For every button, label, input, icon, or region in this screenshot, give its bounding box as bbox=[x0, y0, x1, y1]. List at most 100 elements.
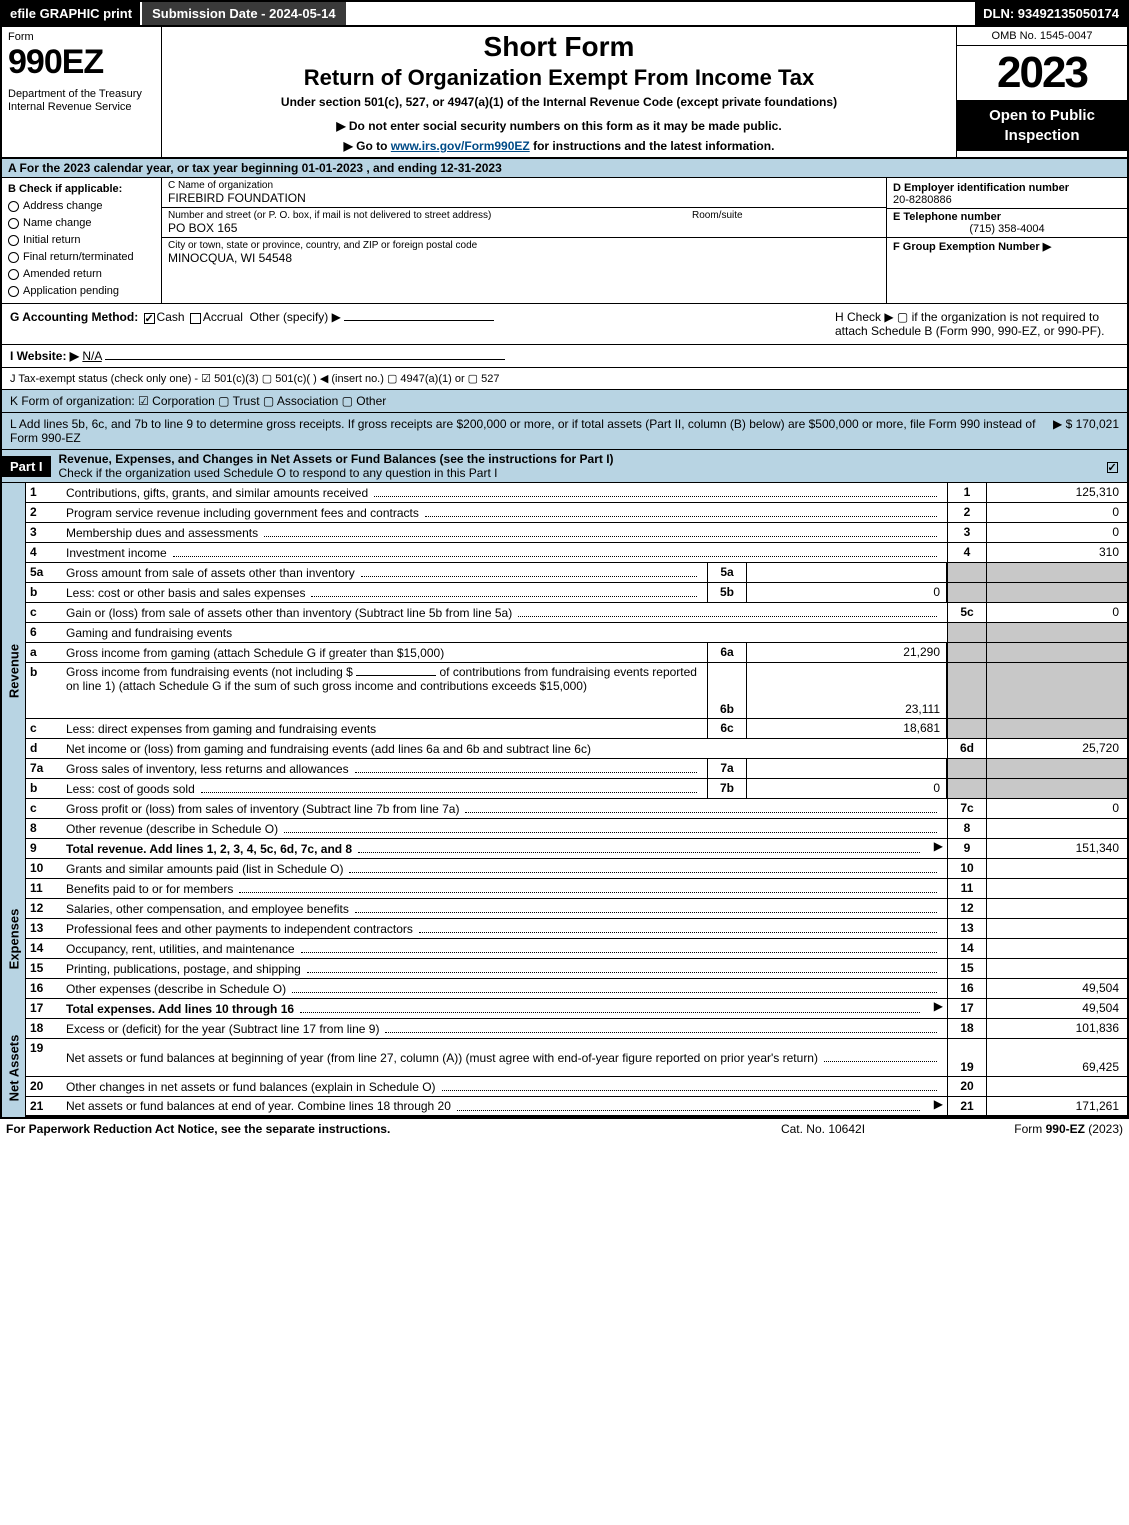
subnum: 6a bbox=[707, 643, 747, 662]
l9-text: Total revenue. Add lines 1, 2, 3, 4, 5c,… bbox=[66, 842, 352, 856]
ldesc: Net assets or fund balances at beginning… bbox=[62, 1039, 947, 1076]
ldesc: Less: direct expenses from gaming and fu… bbox=[62, 719, 707, 738]
row-k: K Form of organization: ☑ Corporation ▢ … bbox=[2, 390, 1127, 413]
ssn-warning: ▶ Do not enter social security numbers o… bbox=[170, 119, 948, 133]
section-gh: G Accounting Method: Cash Accrual Other … bbox=[2, 304, 1127, 345]
side-revenue-text: Revenue bbox=[6, 644, 21, 698]
chk-label: Amended return bbox=[23, 266, 102, 283]
ldesc: Total revenue. Add lines 1, 2, 3, 4, 5c,… bbox=[62, 839, 930, 858]
rval: 0 bbox=[987, 603, 1127, 622]
ldesc: Less: cost or other basis and sales expe… bbox=[62, 583, 707, 602]
line-6b: bGross income from fundraising events (n… bbox=[26, 663, 1127, 719]
side-revenue: Revenue bbox=[2, 483, 26, 859]
subval: 23,111 bbox=[747, 663, 947, 718]
row-a-text: A For the 2023 calendar year, or tax yea… bbox=[8, 161, 502, 175]
chk-final-return[interactable]: Final return/terminated bbox=[8, 249, 155, 266]
row-l-text: L Add lines 5b, 6c, and 7b to line 9 to … bbox=[10, 417, 1053, 445]
subval bbox=[747, 563, 947, 582]
ldesc: Membership dues and assessments bbox=[62, 523, 947, 542]
side-expenses-text: Expenses bbox=[6, 909, 21, 970]
g-label: G Accounting Method: bbox=[10, 310, 138, 324]
rval bbox=[987, 959, 1127, 978]
form-word: Form bbox=[8, 31, 155, 43]
rnum: 10 bbox=[947, 859, 987, 878]
ldesc: Excess or (deficit) for the year (Subtra… bbox=[62, 1019, 947, 1038]
lnum: 16 bbox=[26, 979, 62, 998]
row-a-calendar: A For the 2023 calendar year, or tax yea… bbox=[2, 159, 1127, 178]
goto-line: ▶ Go to www.irs.gov/Form990EZ for instru… bbox=[170, 139, 948, 153]
rval: 171,261 bbox=[987, 1097, 1127, 1115]
line-7a: 7aGross sales of inventory, less returns… bbox=[26, 759, 1127, 779]
under-section: Under section 501(c), 527, or 4947(a)(1)… bbox=[170, 95, 948, 109]
lnum: 12 bbox=[26, 899, 62, 918]
chk-initial-return[interactable]: Initial return bbox=[8, 232, 155, 249]
tax-year: 2023 bbox=[957, 46, 1127, 100]
rnum-grey bbox=[947, 563, 987, 582]
chk-name-change[interactable]: Name change bbox=[8, 215, 155, 232]
row-l: L Add lines 5b, 6c, and 7b to line 9 to … bbox=[2, 413, 1127, 450]
irs-link[interactable]: www.irs.gov/Form990EZ bbox=[391, 139, 530, 153]
form-number: 990EZ bbox=[8, 43, 155, 82]
row-g: G Accounting Method: Cash Accrual Other … bbox=[2, 304, 827, 344]
line-1: 1Contributions, gifts, grants, and simil… bbox=[26, 483, 1127, 503]
c-city-block: City or town, state or province, country… bbox=[162, 238, 886, 303]
rnum: 12 bbox=[947, 899, 987, 918]
ldesc: Professional fees and other payments to … bbox=[62, 919, 947, 938]
line-21: 21Net assets or fund balances at end of … bbox=[26, 1097, 1127, 1117]
line-20: 20Other changes in net assets or fund ba… bbox=[26, 1077, 1127, 1097]
chk-amended-return[interactable]: Amended return bbox=[8, 266, 155, 283]
i-label: I Website: ▶ bbox=[10, 349, 79, 363]
rnum-grey bbox=[947, 623, 987, 642]
chk-application-pending[interactable]: Application pending bbox=[8, 283, 155, 300]
lnum: c bbox=[26, 799, 62, 818]
b-label: B Check if applicable: bbox=[8, 181, 155, 198]
row-h: H Check ▶ ▢ if the organization is not r… bbox=[827, 304, 1127, 344]
d-ein-block: D Employer identification number 20-8280… bbox=[887, 180, 1127, 209]
rnum: 3 bbox=[947, 523, 987, 542]
omb-number: OMB No. 1545-0047 bbox=[957, 27, 1127, 46]
line-11: 11Benefits paid to or for members11 bbox=[26, 879, 1127, 899]
chk-label: Final return/terminated bbox=[23, 249, 134, 266]
chk-cash[interactable] bbox=[144, 313, 155, 324]
rnum: 8 bbox=[947, 819, 987, 838]
row-l-amount: ▶ $ 170,021 bbox=[1053, 417, 1119, 445]
topbar: efile GRAPHIC print Submission Date - 20… bbox=[2, 2, 1127, 27]
line-6a: aGross income from gaming (attach Schedu… bbox=[26, 643, 1127, 663]
lnum: 19 bbox=[26, 1039, 62, 1076]
subnum: 5a bbox=[707, 563, 747, 582]
col-d-ids: D Employer identification number 20-8280… bbox=[887, 178, 1127, 303]
lnum: b bbox=[26, 779, 62, 798]
l6b-blank[interactable] bbox=[356, 675, 436, 676]
chk-label: Address change bbox=[23, 198, 103, 215]
rval bbox=[987, 939, 1127, 958]
section-bcd: B Check if applicable: Address change Na… bbox=[2, 178, 1127, 304]
rval-grey bbox=[987, 583, 1127, 602]
rnum: 1 bbox=[947, 483, 987, 502]
part1-chk[interactable] bbox=[1097, 459, 1127, 473]
d-grp-block: F Group Exemption Number ▶ bbox=[893, 238, 1121, 255]
ldesc: Investment income bbox=[62, 543, 947, 562]
netasset-lines: 18Excess or (deficit) for the year (Subt… bbox=[26, 1019, 1127, 1117]
rval bbox=[987, 919, 1127, 938]
chk-accrual[interactable] bbox=[190, 313, 201, 324]
lnum: 11 bbox=[26, 879, 62, 898]
side-netassets-text: Net Assets bbox=[6, 1035, 21, 1102]
rval: 0 bbox=[987, 523, 1127, 542]
part1-label: Part I bbox=[2, 456, 51, 477]
line-10: 10Grants and similar amounts paid (list … bbox=[26, 859, 1127, 879]
goto-post: for instructions and the latest informat… bbox=[530, 139, 775, 153]
chk-address-change[interactable]: Address change bbox=[8, 198, 155, 215]
arrow-icon: ▶ bbox=[930, 1097, 947, 1115]
form-container: efile GRAPHIC print Submission Date - 20… bbox=[0, 0, 1129, 1119]
lnum: a bbox=[26, 643, 62, 662]
lnum: b bbox=[26, 663, 62, 718]
rnum: 20 bbox=[947, 1077, 987, 1096]
efile-print-btn[interactable]: efile GRAPHIC print bbox=[2, 2, 140, 25]
rnum-grey bbox=[947, 779, 987, 798]
d-tel-block: E Telephone number (715) 358-4004 bbox=[887, 209, 1127, 238]
footer-bold: 990-EZ bbox=[1046, 1122, 1085, 1136]
g-other-input[interactable] bbox=[344, 320, 494, 321]
ldesc: Gain or (loss) from sale of assets other… bbox=[62, 603, 947, 622]
rval bbox=[987, 859, 1127, 878]
rval-grey bbox=[987, 563, 1127, 582]
